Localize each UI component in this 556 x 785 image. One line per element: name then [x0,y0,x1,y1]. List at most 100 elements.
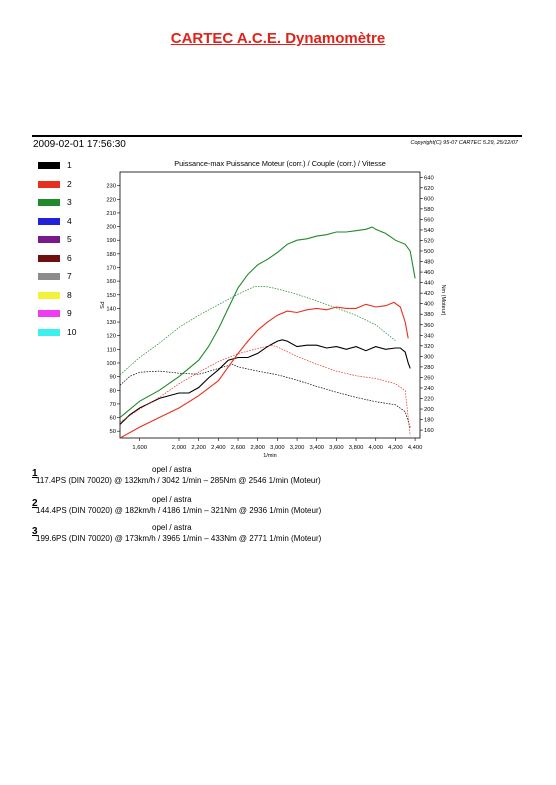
y-right-tick-label: 300 [424,354,434,360]
legend-swatch [38,310,60,317]
result-vehicle: opel / astra [152,523,192,532]
legend-swatch [38,273,60,280]
y-left-tick-label: 170 [106,265,116,271]
y-right-tick-label: 640 [424,175,434,181]
legend-label: 7 [67,271,72,281]
y-left-tick-label: 230 [106,184,116,190]
legend-label: 1 [67,160,72,170]
legend-swatch [38,236,60,243]
x-tick-label: 2,000 [172,445,187,451]
result-vehicle: opel / astra [152,465,192,474]
y-right-tick-label: 600 [424,196,434,202]
y-right-tick-label: 520 [424,238,434,244]
series-3-torque-line [119,285,396,376]
y-right-tick-label: 320 [424,344,434,350]
y-right-tick-label: 500 [424,249,434,255]
y-left-tick-label: 110 [107,347,116,353]
y-right-tick-label: 180 [424,418,434,424]
y-right-tick-label: 460 [424,270,434,276]
x-tick-label: 3,000 [270,445,285,451]
y-left-tick-label: 200 [106,225,116,231]
y-left-tick-label: 190 [106,238,116,244]
x-tick-label: 4,400 [408,445,423,451]
y-left-tick-label: 140 [106,306,116,312]
legend-swatch [38,199,60,206]
copyright-note: Copyright(C) 95-07 CARTEC 5.29, 25/12/07 [410,140,518,146]
result-number: 3 [32,526,38,537]
y-left-tick-label: 160 [106,279,116,285]
header-divider [32,135,522,137]
y-right-tick-label: 280 [424,365,434,371]
y-right-tick-label: 200 [424,407,434,413]
result-number: 2 [32,498,38,509]
y-right-tick-label: 420 [424,291,434,297]
legend-label: 2 [67,178,72,189]
legend-label: 8 [67,289,72,300]
result-summary: 144.4PS (DIN 70020) @ 182km/h / 4186 1/m… [36,506,322,515]
series-1-power-line [119,339,411,425]
legend-label: 10 [67,326,77,337]
x-tick-label: 4,000 [368,445,383,451]
legend-swatch [38,162,60,169]
y-left-tick-label: 210 [106,211,116,217]
y-right-tick-label: 380 [424,312,434,318]
result-number: 1 [32,468,38,479]
legend-swatch [38,217,60,225]
legend-label: 3 [67,197,72,207]
series-3-power-line [119,226,416,418]
x-tick-label: 3,200 [290,445,305,451]
legend-label: 9 [67,308,72,318]
x-tick-label: 2,600 [231,445,246,451]
report-timestamp: 2009-02-01 17:56:30 [33,139,126,150]
legend-label: 4 [67,215,72,226]
y-left-tick-label: 220 [106,197,116,203]
y-right-tick-label: 240 [424,386,434,392]
result-summary: 199.6PS (DIN 70020) @ 173km/h / 3965 1/m… [36,534,322,543]
legend-swatch [38,180,60,188]
y-left-tick-label: 150 [106,293,116,299]
result-entry: 3 opel / astra 199.6PS (DIN 70020) @ 173… [32,523,532,553]
legend-swatch [38,328,60,336]
y-right-axis-label: Nm (Moteur) [440,285,446,316]
x-axis-label: 1/min [263,453,276,459]
y-right-tick-label: 540 [424,228,434,234]
x-tick-label: 2,800 [250,445,265,451]
y-left-tick-label: 70 [110,402,116,408]
y-left-tick-label: 130 [106,320,116,326]
y-right-tick-label: 620 [424,186,434,192]
y-right-tick-label: 340 [424,333,434,339]
series-2-power-line [119,301,409,439]
y-right-tick-label: 160 [424,428,434,434]
x-tick-label: 3,800 [349,445,364,451]
result-vehicle: opel / astra [152,495,192,504]
x-tick-label: 3,600 [329,445,344,451]
y-left-tick-label: 180 [106,252,116,258]
result-entry: 1 opel / astra 117.4PS (DIN 70020) @ 132… [32,465,532,495]
y-left-axis-label: PS [98,301,104,309]
y-right-tick-label: 220 [424,396,434,402]
y-right-tick-label: 400 [424,302,434,308]
y-right-tick-label: 440 [424,281,434,287]
y-right-tick-label: 260 [424,375,434,381]
legend-label: 5 [67,234,72,244]
result-entry: 2 opel / astra 144.4PS (DIN 70020) @ 182… [32,495,532,525]
series-2-torque-line [119,344,411,436]
x-tick-label: 1,600 [132,445,147,451]
series-1-torque-line [119,363,411,428]
result-summary: 117.4PS (DIN 70020) @ 132km/h / 3042 1/m… [36,476,321,485]
legend-swatch [38,254,60,262]
x-tick-label: 3,400 [309,445,324,451]
y-left-tick-label: 60 [110,416,116,422]
report-title: CARTEC A.C.E. Dynamomètre [170,30,386,47]
y-left-tick-label: 90 [110,375,116,381]
y-left-tick-label: 80 [110,388,116,394]
dyno-chart: Puissance-max Puissance Moteur (corr.) /… [98,159,446,459]
chart-title: Puissance-max Puissance Moteur (corr.) /… [174,159,386,168]
plot-frame [119,171,421,439]
y-right-tick-label: 360 [424,323,434,329]
y-right-tick-label: 480 [424,260,434,266]
x-tick-label: 2,200 [191,445,206,451]
x-tick-label: 2,400 [211,445,226,451]
y-left-tick-label: 100 [106,361,116,367]
y-right-tick-label: 560 [424,217,434,223]
